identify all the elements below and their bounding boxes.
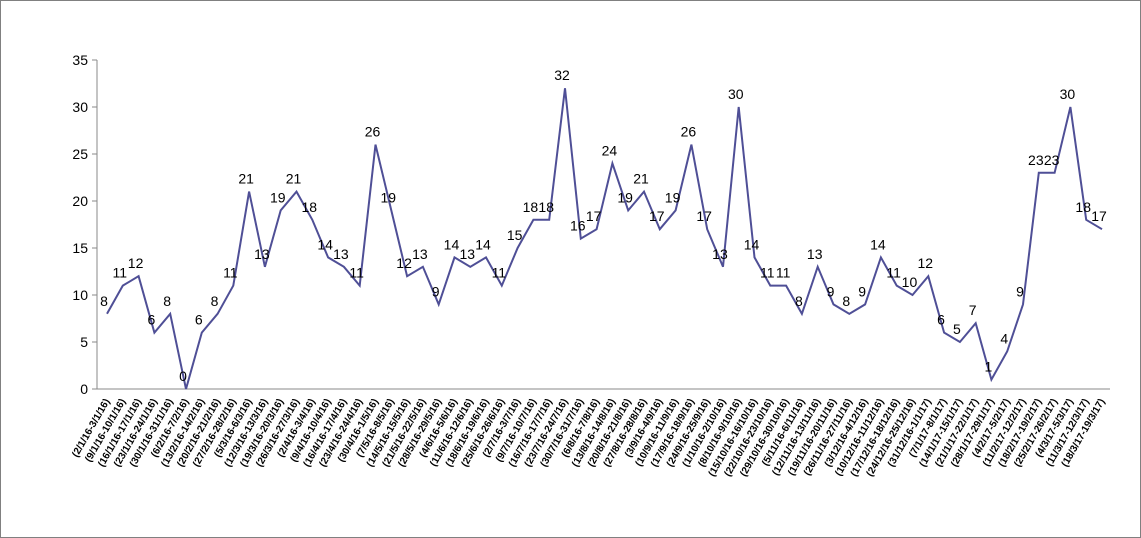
- data-label: 6: [937, 312, 945, 328]
- data-label: 18: [523, 199, 539, 215]
- data-label: 18: [538, 199, 554, 215]
- data-label: 12: [128, 255, 144, 271]
- y-tick-label: 0: [80, 381, 88, 397]
- data-label: 0: [179, 368, 187, 384]
- data-label: 11: [886, 265, 901, 281]
- data-label: 23: [1044, 152, 1060, 168]
- data-label: 21: [633, 171, 649, 187]
- data-label: 30: [728, 86, 744, 102]
- data-label: 26: [365, 124, 381, 140]
- data-label: 4: [1000, 330, 1008, 346]
- data-label: 11: [776, 265, 791, 281]
- data-label: 23: [1028, 152, 1044, 168]
- data-label: 13: [333, 246, 349, 262]
- data-label: 17: [696, 208, 712, 224]
- data-label: 9: [432, 283, 440, 299]
- data-label: 19: [617, 189, 633, 205]
- data-label: 18: [302, 199, 318, 215]
- data-label: 11: [113, 265, 128, 281]
- data-label: 12: [396, 255, 412, 271]
- data-label: 14: [744, 236, 760, 252]
- data-label: 15: [507, 227, 523, 243]
- data-label: 11: [349, 265, 364, 281]
- y-tick-label: 10: [72, 287, 88, 303]
- data-label: 9: [1016, 283, 1024, 299]
- data-label: 19: [270, 189, 286, 205]
- y-tick-label: 20: [72, 193, 88, 209]
- data-label: 21: [238, 171, 254, 187]
- data-label: 13: [807, 246, 823, 262]
- data-label: 8: [211, 293, 219, 309]
- data-label: 13: [254, 246, 270, 262]
- data-label: 10: [902, 274, 918, 290]
- data-label: 8: [842, 293, 850, 309]
- data-label: 19: [380, 189, 396, 205]
- data-label: 11: [223, 265, 238, 281]
- data-label: 7: [969, 302, 977, 318]
- data-label: 19: [665, 189, 681, 205]
- y-tick-label: 15: [72, 240, 88, 256]
- data-label: 8: [795, 293, 803, 309]
- data-label: 5: [953, 321, 961, 337]
- y-tick-label: 35: [72, 52, 88, 68]
- data-label: 14: [475, 236, 491, 252]
- data-line: [106, 88, 1103, 390]
- data-label: 9: [827, 283, 835, 299]
- data-label: 13: [412, 246, 428, 262]
- data-label: 1: [985, 359, 993, 375]
- data-label: 26: [681, 124, 697, 140]
- data-label: 24: [602, 142, 618, 158]
- data-label: 21: [286, 171, 302, 187]
- data-label: 18: [1075, 199, 1091, 215]
- data-label: 13: [459, 246, 475, 262]
- y-tick-label: 5: [80, 334, 88, 350]
- data-label: 8: [163, 293, 171, 309]
- data-label: 30: [1060, 86, 1076, 102]
- data-label: 17: [649, 208, 665, 224]
- data-label: 11: [492, 265, 507, 281]
- y-tick-label: 25: [72, 146, 88, 162]
- data-label: 6: [147, 312, 155, 328]
- data-label: 9: [858, 283, 866, 299]
- data-label: 14: [444, 236, 460, 252]
- y-tick-label: 30: [72, 99, 88, 115]
- data-label: 12: [917, 255, 933, 271]
- data-label: 13: [712, 246, 728, 262]
- data-label: 8: [100, 293, 108, 309]
- data-label: 16: [570, 218, 586, 234]
- data-label: 6: [195, 312, 203, 328]
- data-label: 14: [870, 236, 886, 252]
- data-label: 11: [760, 265, 775, 281]
- data-label: 32: [554, 67, 570, 83]
- data-label: 14: [317, 236, 333, 252]
- data-label: 17: [586, 208, 602, 224]
- data-label: 17: [1091, 208, 1107, 224]
